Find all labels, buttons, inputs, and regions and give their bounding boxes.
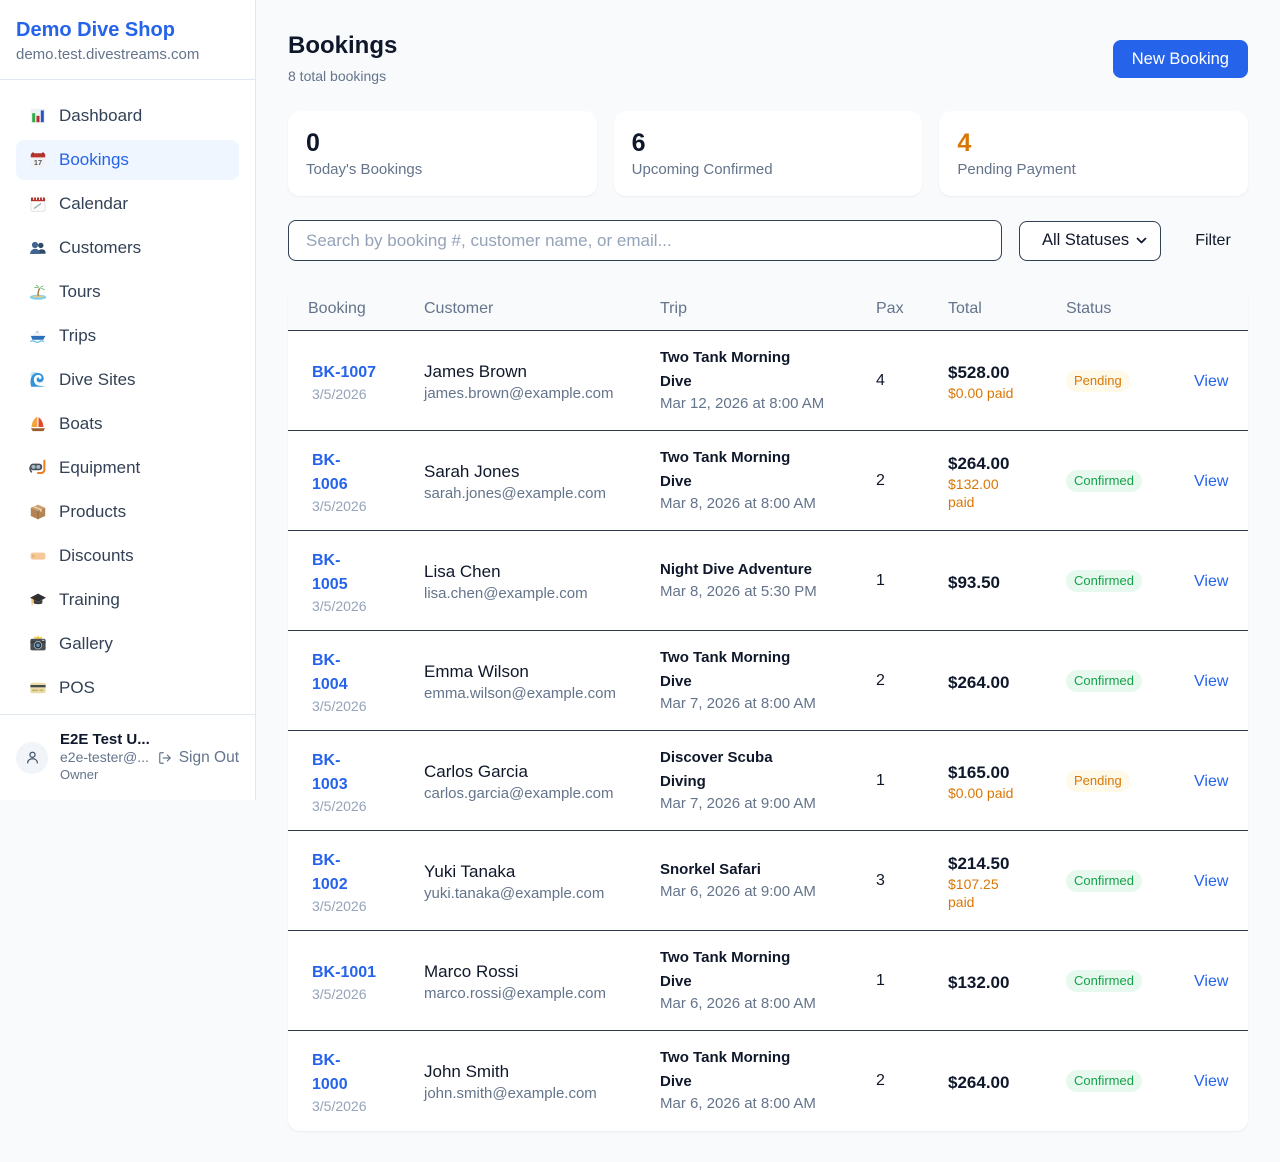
svg-text:17: 17: [34, 158, 42, 167]
